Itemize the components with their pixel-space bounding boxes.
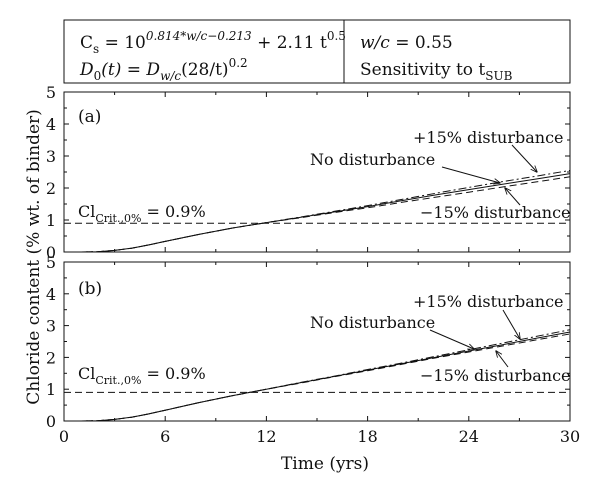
panel-b-none-label: No disturbance bbox=[310, 313, 435, 332]
panel-a-plus-arrow bbox=[511, 144, 537, 172]
panel-a-plus-label: +15% disturbance bbox=[413, 128, 564, 147]
panel-b-plus-arrow bbox=[502, 309, 520, 339]
a-ytick-label: 4 bbox=[46, 115, 56, 134]
panel-a-minus-label: −15% disturbance bbox=[420, 203, 571, 222]
x-axis-label: Time (yrs) bbox=[281, 454, 369, 474]
panel-b-plus-label: +15% disturbance bbox=[413, 292, 564, 311]
panel-a-label: (a) bbox=[78, 107, 101, 127]
panel-a-threshold-label: ClCrit.,0% = 0.9% bbox=[78, 202, 206, 225]
b-ytick-label: 1 bbox=[46, 380, 56, 399]
formula-box: Cs = 100.814*w/c−0.213 + 2.11 t0.5 D0(t)… bbox=[63, 19, 571, 84]
b-xtick-label: 6 bbox=[160, 427, 170, 446]
a-ytick-label: 0 bbox=[46, 243, 56, 262]
b-xtick-label: 0 bbox=[59, 427, 69, 446]
panel-b-frame bbox=[63, 261, 571, 422]
b-xtick-label: 24 bbox=[459, 427, 479, 446]
panel-b-label: (b) bbox=[78, 279, 102, 299]
panel-a-frame bbox=[63, 91, 571, 253]
b-xtick-label: 18 bbox=[357, 427, 377, 446]
wc-ratio: w/c = 0.55 bbox=[360, 33, 453, 53]
panel-b-lines bbox=[64, 329, 571, 422]
panel-a-ticks: 0 1 2 3 4 5 bbox=[46, 83, 571, 262]
b-xtick-label: 12 bbox=[256, 427, 276, 446]
a-ytick-label: 1 bbox=[46, 211, 56, 230]
a-ytick-label: 5 bbox=[46, 83, 56, 102]
cs-equation: Cs = 100.814*w/c−0.213 + 2.11 t0.5 bbox=[80, 29, 346, 56]
panel-b-minus-label: −15% disturbance bbox=[420, 366, 571, 385]
b-ytick-label: 3 bbox=[46, 317, 56, 336]
y-axis-label: Chloride content (% wt. of binder) bbox=[24, 109, 44, 405]
panel-b-minus-arrow bbox=[496, 351, 509, 368]
panel-a-minus-arrow bbox=[505, 188, 521, 206]
panel-b-threshold-label: ClCrit.,0% = 0.9% bbox=[78, 364, 206, 387]
a-ytick-label: 3 bbox=[46, 147, 56, 166]
panel-a: (a) 0 1 2 3 4 5 ClCrit.,0% = 0.9% +15% distur… bbox=[46, 83, 571, 262]
b-ytick-label: 0 bbox=[46, 412, 56, 431]
panel-a-none-arrow bbox=[441, 166, 500, 183]
a-series-2 bbox=[64, 176, 571, 253]
b-ytick-label: 2 bbox=[46, 348, 56, 367]
b-ytick-label: 4 bbox=[46, 285, 56, 304]
b-series-2 bbox=[64, 333, 571, 422]
b-ytick-label: 5 bbox=[46, 253, 56, 272]
panel-a-none-label: No disturbance bbox=[310, 150, 435, 169]
a-ytick-label: 2 bbox=[46, 179, 56, 198]
panel-a-lines bbox=[64, 169, 571, 253]
b-xtick-label: 30 bbox=[560, 427, 580, 446]
sensitivity-label: Sensitivity to tSUB bbox=[360, 60, 513, 83]
panel-b-none-arrow bbox=[429, 329, 474, 349]
d0-equation: D0(t) = Dw/c(28/t)0.2 bbox=[79, 56, 248, 83]
